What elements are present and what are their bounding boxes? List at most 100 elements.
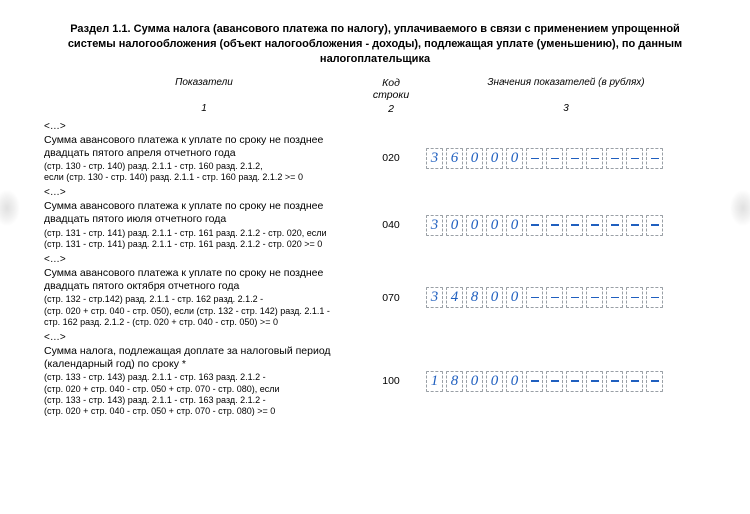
value-cell: [646, 287, 663, 308]
indicator-cell: Сумма авансового платежа к уплате по сро…: [44, 134, 364, 184]
value-cell: 0: [466, 371, 483, 392]
indicator-sub: (стр. 132 - стр.142) разд. 2.1.1 - стр. …: [44, 294, 364, 328]
value-cell-container: 36000: [418, 148, 706, 169]
dash-icon: [591, 158, 599, 160]
dash-icon: [551, 158, 559, 160]
dash-icon: [571, 380, 579, 382]
value-cell-container: 34800: [418, 287, 706, 308]
dash-icon: [611, 224, 619, 226]
dash-icon: [531, 380, 539, 382]
value-cell: 0: [446, 215, 463, 236]
dash-icon: [571, 297, 579, 299]
dash-icon: [611, 297, 619, 299]
value-cell: [586, 371, 603, 392]
dash-icon: [551, 380, 559, 382]
dash-icon: [531, 224, 539, 226]
value-cell: 8: [466, 287, 483, 308]
value-cell: 0: [506, 371, 523, 392]
value-cell: 0: [466, 215, 483, 236]
value-cell: 3: [426, 148, 443, 169]
value-cell: 1: [426, 371, 443, 392]
rows-container: <…> Сумма авансового платежа к уплате по …: [44, 121, 706, 418]
indicator-main: Сумма авансового платежа к уплате по сро…: [44, 267, 364, 293]
value-cell: [626, 287, 643, 308]
value-cell: [546, 371, 563, 392]
dash-icon: [651, 158, 659, 160]
value-cell: [606, 287, 623, 308]
value-cell: 0: [506, 215, 523, 236]
header-value: Значения показателей (в рублях): [418, 77, 706, 101]
dash-icon: [651, 380, 659, 382]
dash-icon: [531, 158, 539, 160]
value-cell: [586, 287, 603, 308]
value-cells: 36000: [426, 148, 706, 169]
dash-icon: [631, 224, 639, 226]
indicator-cell: Сумма налога, подлежащая доплате за нало…: [44, 345, 364, 417]
page-stage: Раздел 1.1. Сумма налога (авансового пла…: [0, 0, 750, 514]
value-cell: [526, 148, 543, 169]
dash-icon: [571, 158, 579, 160]
line-code: 100: [364, 375, 418, 387]
value-cell: [566, 215, 583, 236]
dash-icon: [591, 380, 599, 382]
table-row: Сумма налога, подлежащая доплате за нало…: [44, 345, 706, 417]
value-cell: [526, 287, 543, 308]
value-cell: [526, 215, 543, 236]
dash-icon: [631, 158, 639, 160]
value-cells: 18000: [426, 371, 706, 392]
value-cell: 3: [426, 215, 443, 236]
value-cell-container: 30000: [418, 215, 706, 236]
value-cell: [546, 215, 563, 236]
value-cell: [626, 215, 643, 236]
value-cell: [526, 371, 543, 392]
value-cell: [566, 371, 583, 392]
indicator-main: Сумма авансового платежа к уплате по сро…: [44, 200, 364, 226]
value-cell: 0: [486, 215, 503, 236]
value-cell: 0: [486, 148, 503, 169]
dash-icon: [551, 297, 559, 299]
value-cell: 0: [486, 287, 503, 308]
table-row: Сумма авансового платежа к уплате по сро…: [44, 200, 706, 250]
value-cell: 3: [426, 287, 443, 308]
value-cells: 34800: [426, 287, 706, 308]
indicator-cell: Сумма авансового платежа к уплате по сро…: [44, 267, 364, 328]
indicator-main: Сумма налога, подлежащая доплате за нало…: [44, 345, 364, 371]
value-cell: 0: [506, 287, 523, 308]
value-cell: 8: [446, 371, 463, 392]
indicator-cell: Сумма авансового платежа к уплате по сро…: [44, 200, 364, 250]
ellipsis: <…>: [44, 332, 706, 343]
indicator-sub: (стр. 130 - стр. 140) разд. 2.1.1 - стр.…: [44, 161, 364, 184]
value-cell: [606, 371, 623, 392]
header-indicator: Показатели: [44, 77, 364, 101]
value-cell: [606, 148, 623, 169]
table-row: Сумма авансового платежа к уплате по сро…: [44, 267, 706, 328]
dash-icon: [611, 380, 619, 382]
value-cell-container: 18000: [418, 371, 706, 392]
value-cells: 30000: [426, 215, 706, 236]
value-cell: 4: [446, 287, 463, 308]
dash-icon: [611, 158, 619, 160]
dash-icon: [571, 224, 579, 226]
value-cell: [626, 148, 643, 169]
value-cell: 0: [486, 371, 503, 392]
value-cell: [646, 148, 663, 169]
value-cell: [646, 215, 663, 236]
value-cell: [586, 148, 603, 169]
dash-icon: [631, 380, 639, 382]
value-cell: [646, 371, 663, 392]
page-notch-left: [0, 190, 20, 226]
dash-icon: [651, 224, 659, 226]
value-cell: 6: [446, 148, 463, 169]
value-cell: [566, 148, 583, 169]
value-cell: [566, 287, 583, 308]
ellipsis: <…>: [44, 254, 706, 265]
value-cell: [606, 215, 623, 236]
table-row: Сумма авансового платежа к уплате по сро…: [44, 134, 706, 184]
value-cell: [546, 148, 563, 169]
value-cell: 0: [506, 148, 523, 169]
value-cell: [586, 215, 603, 236]
page-notch-right: [730, 190, 750, 226]
section-title: Раздел 1.1. Сумма налога (авансового пла…: [50, 22, 700, 67]
value-cell: [546, 287, 563, 308]
line-code: 020: [364, 152, 418, 164]
